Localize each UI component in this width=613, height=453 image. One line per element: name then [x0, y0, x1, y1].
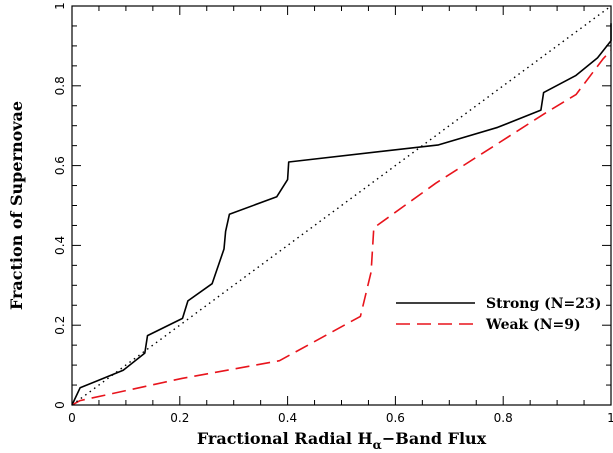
y-tick-label: 0.2	[53, 316, 67, 335]
x-axis-title-main: Fractional Radial H	[197, 429, 373, 448]
series-strong-line	[71, 23, 612, 406]
y-axis-title: Fraction of Supernovae	[7, 101, 26, 310]
x-tick-label: 0	[68, 411, 76, 425]
series-weak-line	[71, 49, 612, 406]
legend: Strong (N=23) Weak (N=9)	[396, 296, 601, 333]
x-axis-title-subscript: α	[373, 438, 382, 452]
y-tick-label: 0.8	[53, 76, 67, 95]
legend-label-weak: Weak (N=9)	[485, 317, 581, 333]
plot-frame	[71, 5, 612, 406]
y-tick-label: 1	[53, 2, 67, 10]
y-tick-label: 0.6	[53, 156, 67, 175]
x-tick-label: 0.2	[170, 411, 189, 425]
reference-diagonal-line-2	[71, 5, 612, 406]
x-tick-label: 1	[607, 411, 613, 425]
x-tick-label: 0.6	[386, 411, 405, 425]
x-axis-title: Fractional Radial Hα−Band Flux	[197, 429, 487, 452]
y-tick-label: 0	[53, 401, 67, 409]
y-tick-label: 0.4	[53, 236, 67, 255]
x-axis-title-suffix: −Band Flux	[382, 429, 487, 448]
x-tick-label: 0.4	[278, 411, 297, 425]
legend-label-strong: Strong (N=23)	[486, 296, 601, 312]
x-tick-label: 0.8	[494, 411, 513, 425]
